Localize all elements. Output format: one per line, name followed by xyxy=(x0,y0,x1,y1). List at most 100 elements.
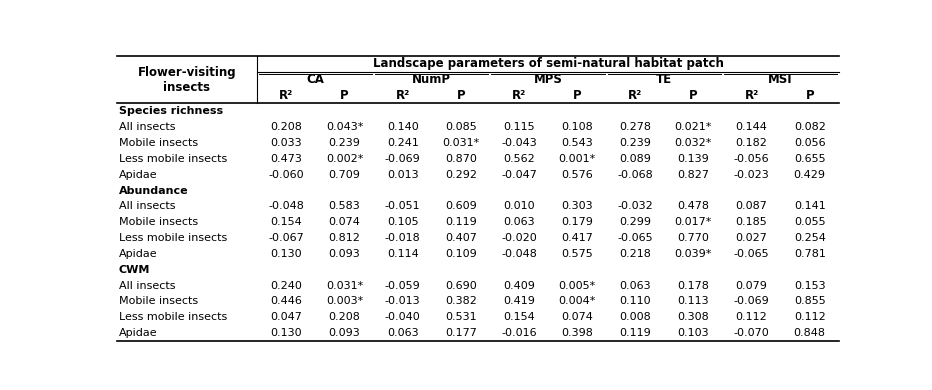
Text: 0.478: 0.478 xyxy=(678,201,709,211)
Text: -0.056: -0.056 xyxy=(733,154,770,164)
Text: 0.043*: 0.043* xyxy=(326,122,363,132)
Text: 0.419: 0.419 xyxy=(503,296,535,307)
Text: CA: CA xyxy=(307,73,324,86)
Text: 0.021*: 0.021* xyxy=(675,122,712,132)
Text: 0.409: 0.409 xyxy=(503,281,535,291)
Text: -0.043: -0.043 xyxy=(501,138,537,148)
Text: 0.008: 0.008 xyxy=(620,312,651,322)
Text: 0.583: 0.583 xyxy=(329,201,361,211)
Text: 0.240: 0.240 xyxy=(270,281,302,291)
Text: 0.531: 0.531 xyxy=(445,312,476,322)
Text: 0.130: 0.130 xyxy=(270,328,302,338)
Text: 0.177: 0.177 xyxy=(445,328,477,338)
Text: NumP: NumP xyxy=(412,73,451,86)
Text: -0.060: -0.060 xyxy=(268,170,304,180)
Text: 0.130: 0.130 xyxy=(270,249,302,259)
Text: -0.065: -0.065 xyxy=(618,233,653,243)
Text: 0.093: 0.093 xyxy=(329,328,361,338)
Text: 0.576: 0.576 xyxy=(561,170,593,180)
Text: P: P xyxy=(573,89,582,102)
Text: -0.018: -0.018 xyxy=(385,233,420,243)
Text: R²: R² xyxy=(512,89,527,102)
Text: 0.031*: 0.031* xyxy=(442,138,479,148)
Text: 0.119: 0.119 xyxy=(445,217,477,227)
Text: 0.109: 0.109 xyxy=(445,249,477,259)
Text: Abundance: Abundance xyxy=(118,186,188,195)
Text: 0.562: 0.562 xyxy=(503,154,535,164)
Text: 0.112: 0.112 xyxy=(794,312,826,322)
Text: -0.020: -0.020 xyxy=(501,233,537,243)
Text: 0.063: 0.063 xyxy=(620,281,651,291)
Text: Less mobile insects: Less mobile insects xyxy=(118,233,226,243)
Text: 0.010: 0.010 xyxy=(503,201,535,211)
Text: -0.016: -0.016 xyxy=(501,328,537,338)
Text: -0.013: -0.013 xyxy=(385,296,420,307)
Text: Apidae: Apidae xyxy=(118,328,158,338)
Text: R²: R² xyxy=(628,89,642,102)
Text: Mobile insects: Mobile insects xyxy=(118,138,198,148)
Text: 0.119: 0.119 xyxy=(620,328,651,338)
Text: 0.709: 0.709 xyxy=(329,170,361,180)
Text: 0.074: 0.074 xyxy=(561,312,593,322)
Text: 0.079: 0.079 xyxy=(735,281,768,291)
Text: 0.108: 0.108 xyxy=(561,122,593,132)
Text: -0.047: -0.047 xyxy=(501,170,537,180)
Text: 0.241: 0.241 xyxy=(387,138,418,148)
Text: 0.031*: 0.031* xyxy=(326,281,363,291)
Text: 0.103: 0.103 xyxy=(678,328,709,338)
Text: 0.575: 0.575 xyxy=(561,249,593,259)
Text: Flower-visiting
insects: Flower-visiting insects xyxy=(138,66,236,94)
Text: 0.003*: 0.003* xyxy=(326,296,363,307)
Text: MSI: MSI xyxy=(768,73,793,86)
Text: Apidae: Apidae xyxy=(118,249,158,259)
Text: 0.417: 0.417 xyxy=(561,233,593,243)
Text: 0.543: 0.543 xyxy=(561,138,593,148)
Text: P: P xyxy=(689,89,698,102)
Text: MPS: MPS xyxy=(534,73,563,86)
Text: 0.848: 0.848 xyxy=(794,328,826,338)
Text: Mobile insects: Mobile insects xyxy=(118,296,198,307)
Text: 0.179: 0.179 xyxy=(561,217,593,227)
Text: 0.139: 0.139 xyxy=(678,154,709,164)
Text: Apidae: Apidae xyxy=(118,170,158,180)
Text: CWM: CWM xyxy=(118,265,150,275)
Text: 0.047: 0.047 xyxy=(270,312,302,322)
Text: All insects: All insects xyxy=(118,201,175,211)
Text: 0.827: 0.827 xyxy=(678,170,709,180)
Text: 0.239: 0.239 xyxy=(329,138,361,148)
Text: 0.033: 0.033 xyxy=(270,138,302,148)
Text: 0.185: 0.185 xyxy=(735,217,767,227)
Text: 0.429: 0.429 xyxy=(794,170,826,180)
Text: Less mobile insects: Less mobile insects xyxy=(118,154,226,164)
Text: 0.299: 0.299 xyxy=(619,217,651,227)
Text: 0.105: 0.105 xyxy=(387,217,418,227)
Text: 0.154: 0.154 xyxy=(503,312,535,322)
Text: 0.154: 0.154 xyxy=(270,217,302,227)
Text: Species richness: Species richness xyxy=(118,106,223,116)
Text: -0.065: -0.065 xyxy=(733,249,770,259)
Text: 0.208: 0.208 xyxy=(270,122,302,132)
Text: 0.027: 0.027 xyxy=(735,233,768,243)
Text: 0.446: 0.446 xyxy=(270,296,302,307)
Text: Less mobile insects: Less mobile insects xyxy=(118,312,226,322)
Text: 0.093: 0.093 xyxy=(329,249,361,259)
Text: 0.153: 0.153 xyxy=(794,281,826,291)
Text: -0.068: -0.068 xyxy=(617,170,653,180)
Text: P: P xyxy=(340,89,349,102)
Text: 0.001*: 0.001* xyxy=(558,154,596,164)
Text: 0.082: 0.082 xyxy=(794,122,826,132)
Text: 0.055: 0.055 xyxy=(794,217,826,227)
Text: 0.770: 0.770 xyxy=(678,233,709,243)
Text: -0.048: -0.048 xyxy=(501,249,537,259)
Text: 0.017*: 0.017* xyxy=(675,217,712,227)
Text: 0.114: 0.114 xyxy=(387,249,418,259)
Text: 0.398: 0.398 xyxy=(561,328,593,338)
Text: 0.812: 0.812 xyxy=(329,233,361,243)
Text: 0.032*: 0.032* xyxy=(675,138,712,148)
Text: -0.048: -0.048 xyxy=(268,201,305,211)
Text: 0.278: 0.278 xyxy=(619,122,651,132)
Text: 0.074: 0.074 xyxy=(329,217,361,227)
Text: Mobile insects: Mobile insects xyxy=(118,217,198,227)
Text: 0.087: 0.087 xyxy=(735,201,768,211)
Text: 0.085: 0.085 xyxy=(445,122,477,132)
